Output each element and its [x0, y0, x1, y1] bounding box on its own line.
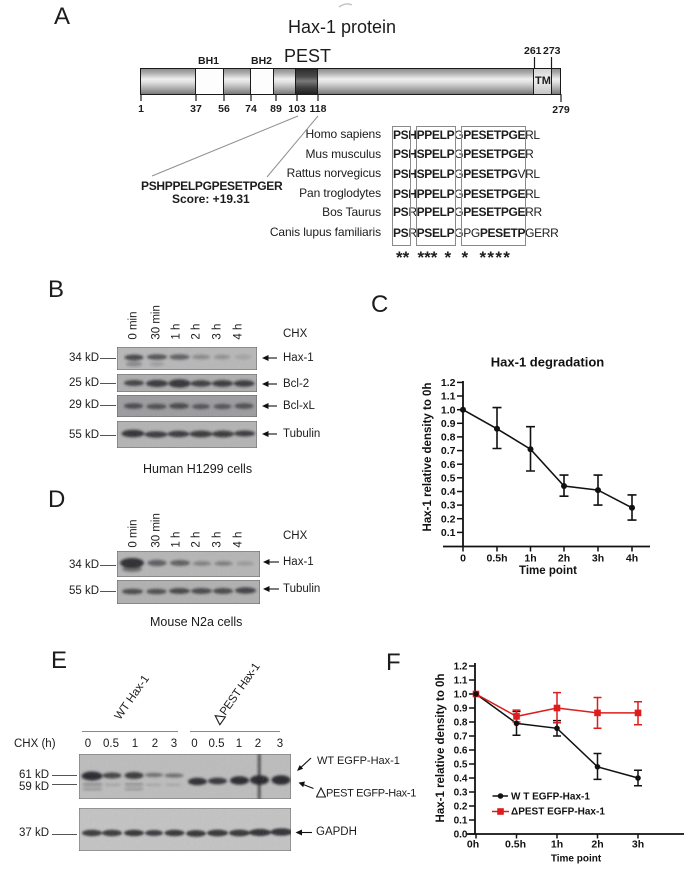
- svg-text:0.9: 0.9: [441, 418, 456, 430]
- svg-text:0.4: 0.4: [441, 486, 456, 498]
- svg-text:0.7: 0.7: [441, 445, 456, 457]
- svg-text:1.2: 1.2: [454, 661, 468, 672]
- svg-text:2h: 2h: [591, 839, 603, 851]
- svg-text:Time point: Time point: [519, 565, 577, 577]
- svg-text:Hax-1 relative density to 0h: Hax-1 relative density to 0h: [422, 383, 434, 532]
- svg-text:Hax-1 relative density to 0h: Hax-1 relative density to 0h: [435, 674, 447, 823]
- svg-text:0.3: 0.3: [441, 500, 456, 512]
- svg-text:2h: 2h: [558, 553, 570, 565]
- svg-text:0.3: 0.3: [454, 787, 468, 798]
- svg-text:0.9: 0.9: [454, 703, 468, 714]
- svg-text:0.6: 0.6: [454, 745, 468, 756]
- svg-text:0.6: 0.6: [441, 459, 456, 471]
- svg-text:0.5: 0.5: [454, 759, 468, 770]
- svg-text:1h: 1h: [524, 553, 536, 565]
- svg-text:3h: 3h: [592, 553, 604, 565]
- svg-text:0.8: 0.8: [454, 717, 468, 728]
- svg-text:ΔPEST EGFP-Hax-1: ΔPEST EGFP-Hax-1: [511, 807, 605, 818]
- svg-text:0.2: 0.2: [454, 801, 468, 812]
- svg-text:0.8: 0.8: [441, 432, 456, 444]
- svg-text:0h: 0h: [467, 839, 479, 851]
- svg-text:Hax-1 degradation: Hax-1 degradation: [491, 355, 604, 370]
- svg-text:1.1: 1.1: [454, 675, 468, 686]
- svg-text:1.0: 1.0: [454, 689, 468, 700]
- svg-text:0.0: 0.0: [454, 829, 468, 840]
- svg-text:1h: 1h: [551, 839, 563, 851]
- svg-text:1.1: 1.1: [441, 391, 456, 403]
- svg-text:0.5h: 0.5h: [486, 553, 507, 565]
- svg-text:1.0: 1.0: [441, 404, 456, 416]
- svg-text:W T EGFP-Hax-1: W T EGFP-Hax-1: [511, 792, 590, 803]
- svg-text:0.1: 0.1: [441, 527, 456, 539]
- svg-text:0.2: 0.2: [441, 513, 456, 525]
- svg-text:1.2: 1.2: [441, 377, 456, 389]
- svg-text:0.5: 0.5: [441, 472, 456, 484]
- svg-text:4h: 4h: [626, 553, 638, 565]
- svg-text:0: 0: [460, 553, 466, 565]
- svg-text:0.7: 0.7: [454, 731, 468, 742]
- svg-text:Time point: Time point: [551, 854, 602, 865]
- svg-text:0.5h: 0.5h: [505, 839, 526, 851]
- svg-text:3h: 3h: [632, 839, 644, 851]
- svg-text:0.1: 0.1: [454, 815, 468, 826]
- svg-text:0.4: 0.4: [454, 773, 468, 784]
